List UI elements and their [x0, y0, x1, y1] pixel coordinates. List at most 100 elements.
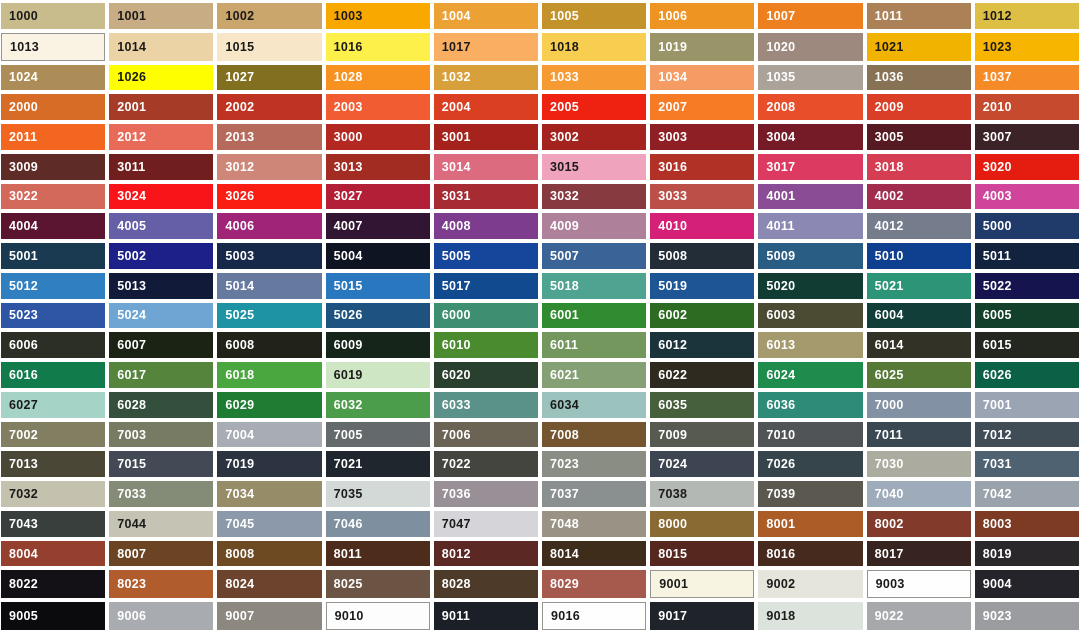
- color-swatch-8014[interactable]: 8014: [541, 540, 647, 567]
- color-swatch-9017[interactable]: 9017: [650, 602, 755, 630]
- color-swatch-9016[interactable]: 9016: [541, 602, 647, 630]
- color-swatch-3018[interactable]: 3018: [866, 153, 971, 180]
- color-swatch-8003[interactable]: 8003: [974, 510, 1079, 537]
- color-swatch-3022[interactable]: 3022: [1, 183, 106, 210]
- color-swatch-1032[interactable]: 1032: [433, 64, 538, 91]
- color-swatch-5005[interactable]: 5005: [433, 243, 538, 269]
- color-swatch-7006[interactable]: 7006: [433, 421, 538, 448]
- color-swatch-8024[interactable]: 8024: [217, 570, 322, 599]
- color-swatch-6033[interactable]: 6033: [433, 391, 538, 418]
- color-swatch-7002[interactable]: 7002: [1, 421, 106, 448]
- color-swatch-8022[interactable]: 8022: [1, 570, 106, 599]
- color-swatch-4007[interactable]: 4007: [325, 213, 430, 240]
- color-swatch-3016[interactable]: 3016: [650, 153, 755, 180]
- color-swatch-2009[interactable]: 2009: [866, 94, 971, 120]
- color-swatch-3009[interactable]: 3009: [1, 153, 106, 180]
- color-swatch-5015[interactable]: 5015: [325, 272, 430, 299]
- color-swatch-6012[interactable]: 6012: [650, 332, 755, 359]
- color-swatch-3007[interactable]: 3007: [974, 124, 1079, 150]
- color-swatch-1001[interactable]: 1001: [109, 3, 214, 29]
- color-swatch-7039[interactable]: 7039: [758, 481, 863, 507]
- color-swatch-6008[interactable]: 6008: [217, 332, 322, 359]
- color-swatch-6011[interactable]: 6011: [541, 332, 647, 359]
- color-swatch-5004[interactable]: 5004: [325, 243, 430, 269]
- color-swatch-8029[interactable]: 8029: [541, 570, 647, 599]
- color-swatch-6003[interactable]: 6003: [758, 302, 863, 329]
- color-swatch-3017[interactable]: 3017: [758, 153, 863, 180]
- color-swatch-3033[interactable]: 3033: [650, 183, 755, 210]
- color-swatch-1027[interactable]: 1027: [217, 64, 322, 91]
- color-swatch-6001[interactable]: 6001: [541, 302, 647, 329]
- color-swatch-5011[interactable]: 5011: [974, 243, 1079, 269]
- color-swatch-5022[interactable]: 5022: [974, 272, 1079, 299]
- color-swatch-4009[interactable]: 4009: [541, 213, 647, 240]
- color-swatch-8011[interactable]: 8011: [325, 540, 430, 567]
- color-swatch-5008[interactable]: 5008: [650, 243, 755, 269]
- color-swatch-7004[interactable]: 7004: [217, 421, 322, 448]
- color-swatch-7030[interactable]: 7030: [866, 451, 971, 478]
- color-swatch-7034[interactable]: 7034: [217, 481, 322, 507]
- color-swatch-3000[interactable]: 3000: [325, 124, 430, 150]
- color-swatch-6024[interactable]: 6024: [758, 362, 863, 388]
- color-swatch-1021[interactable]: 1021: [866, 32, 971, 61]
- color-swatch-5012[interactable]: 5012: [1, 272, 106, 299]
- color-swatch-7009[interactable]: 7009: [650, 421, 755, 448]
- color-swatch-3031[interactable]: 3031: [433, 183, 538, 210]
- color-swatch-8004[interactable]: 8004: [1, 540, 106, 567]
- color-swatch-6025[interactable]: 6025: [866, 362, 971, 388]
- color-swatch-4008[interactable]: 4008: [433, 213, 538, 240]
- color-swatch-3015[interactable]: 3015: [541, 153, 647, 180]
- color-swatch-5007[interactable]: 5007: [541, 243, 647, 269]
- color-swatch-7001[interactable]: 7001: [974, 391, 1079, 418]
- color-swatch-6028[interactable]: 6028: [109, 391, 214, 418]
- color-swatch-2003[interactable]: 2003: [325, 94, 430, 120]
- color-swatch-7000[interactable]: 7000: [866, 391, 971, 418]
- color-swatch-1024[interactable]: 1024: [1, 64, 106, 91]
- color-swatch-7003[interactable]: 7003: [109, 421, 214, 448]
- color-swatch-6007[interactable]: 6007: [109, 332, 214, 359]
- color-swatch-3032[interactable]: 3032: [541, 183, 647, 210]
- color-swatch-7038[interactable]: 7038: [650, 481, 755, 507]
- color-swatch-6000[interactable]: 6000: [433, 302, 538, 329]
- color-swatch-1005[interactable]: 1005: [541, 3, 647, 29]
- color-swatch-8028[interactable]: 8028: [433, 570, 538, 599]
- color-swatch-3011[interactable]: 3011: [109, 153, 214, 180]
- color-swatch-2010[interactable]: 2010: [974, 94, 1079, 120]
- color-swatch-7048[interactable]: 7048: [541, 510, 647, 537]
- color-swatch-7022[interactable]: 7022: [433, 451, 538, 478]
- color-swatch-1035[interactable]: 1035: [758, 64, 863, 91]
- color-swatch-7036[interactable]: 7036: [433, 481, 538, 507]
- color-swatch-6027[interactable]: 6027: [1, 391, 106, 418]
- color-swatch-8001[interactable]: 8001: [758, 510, 863, 537]
- color-swatch-4012[interactable]: 4012: [866, 213, 971, 240]
- color-swatch-2000[interactable]: 2000: [1, 94, 106, 120]
- color-swatch-2008[interactable]: 2008: [758, 94, 863, 120]
- color-swatch-1011[interactable]: 1011: [866, 3, 971, 29]
- color-swatch-6015[interactable]: 6015: [974, 332, 1079, 359]
- color-swatch-1033[interactable]: 1033: [541, 64, 647, 91]
- color-swatch-2005[interactable]: 2005: [541, 94, 647, 120]
- color-swatch-6018[interactable]: 6018: [217, 362, 322, 388]
- color-swatch-9006[interactable]: 9006: [109, 602, 214, 630]
- color-swatch-7037[interactable]: 7037: [541, 481, 647, 507]
- color-swatch-3020[interactable]: 3020: [974, 153, 1079, 180]
- color-swatch-3004[interactable]: 3004: [758, 124, 863, 150]
- color-swatch-4011[interactable]: 4011: [758, 213, 863, 240]
- color-swatch-9001[interactable]: 9001: [650, 570, 755, 599]
- color-swatch-2002[interactable]: 2002: [217, 94, 322, 120]
- color-swatch-7047[interactable]: 7047: [433, 510, 538, 537]
- color-swatch-5020[interactable]: 5020: [758, 272, 863, 299]
- color-swatch-1034[interactable]: 1034: [650, 64, 755, 91]
- color-swatch-1036[interactable]: 1036: [866, 64, 971, 91]
- color-swatch-9004[interactable]: 9004: [974, 570, 1079, 599]
- color-swatch-2012[interactable]: 2012: [109, 124, 214, 150]
- color-swatch-1015[interactable]: 1015: [217, 32, 322, 61]
- color-swatch-6021[interactable]: 6021: [541, 362, 647, 388]
- color-swatch-6020[interactable]: 6020: [433, 362, 538, 388]
- color-swatch-8025[interactable]: 8025: [325, 570, 430, 599]
- color-swatch-6036[interactable]: 6036: [758, 391, 863, 418]
- color-swatch-2004[interactable]: 2004: [433, 94, 538, 120]
- color-swatch-5021[interactable]: 5021: [866, 272, 971, 299]
- color-swatch-3026[interactable]: 3026: [217, 183, 322, 210]
- color-swatch-8016[interactable]: 8016: [758, 540, 863, 567]
